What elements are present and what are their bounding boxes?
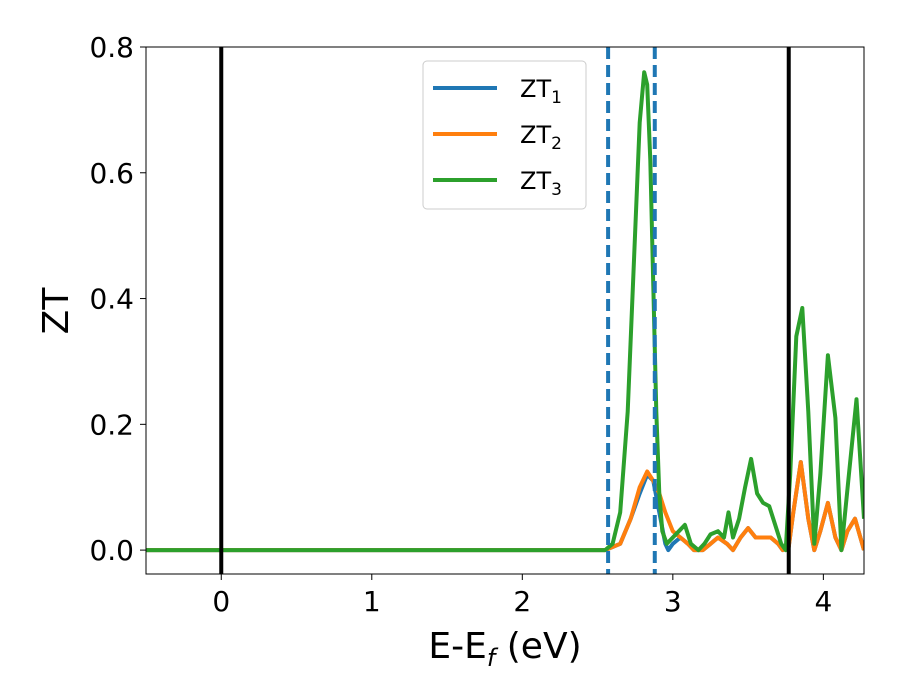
legend: ZT1 ZT2 ZT3 bbox=[422, 60, 587, 210]
y-tick-label: 0.6 bbox=[89, 157, 134, 190]
ticks-layer: 0 1 2 3 4 0.0 0.2 0.4 0.6 0.8 bbox=[89, 31, 832, 618]
x-tick-label: 3 bbox=[664, 585, 682, 618]
y-axis-label: ZT bbox=[36, 287, 77, 335]
legend-label-zt2-name: ZT bbox=[520, 121, 551, 149]
plot-frame bbox=[145, 46, 865, 575]
legend-box bbox=[422, 60, 587, 210]
legend-label-zt2-sub: 2 bbox=[551, 134, 562, 154]
x-tick-label: 1 bbox=[363, 585, 381, 618]
legend-label-zt3: ZT3 bbox=[520, 167, 562, 200]
legend-label-zt2: ZT2 bbox=[520, 121, 562, 154]
x-tick-label: 4 bbox=[814, 585, 832, 618]
y-tick-label: 0.8 bbox=[89, 31, 134, 64]
x-axis-label-unit: (eV) bbox=[495, 626, 581, 667]
x-axis-label-main: E-E bbox=[428, 626, 486, 667]
x-tick-label: 2 bbox=[513, 585, 531, 618]
legend-label-zt3-name: ZT bbox=[520, 167, 551, 195]
y-tick-label: 0.0 bbox=[89, 534, 134, 567]
reference-lines-layer bbox=[219, 47, 791, 574]
legend-label-zt3-sub: 3 bbox=[551, 180, 562, 200]
y-tick-label: 0.2 bbox=[89, 408, 134, 441]
x-tick-label: 0 bbox=[212, 585, 230, 618]
x-axis-label: E-Ef (eV) bbox=[428, 626, 581, 672]
legend-label-zt1-name: ZT bbox=[520, 75, 551, 103]
legend-label-zt1-sub: 1 bbox=[551, 88, 562, 108]
series-line-zt3 bbox=[146, 70, 864, 553]
series-line-zt2 bbox=[146, 460, 864, 553]
legend-label-zt1: ZT1 bbox=[520, 75, 562, 108]
y-tick-label: 0.4 bbox=[89, 283, 134, 316]
